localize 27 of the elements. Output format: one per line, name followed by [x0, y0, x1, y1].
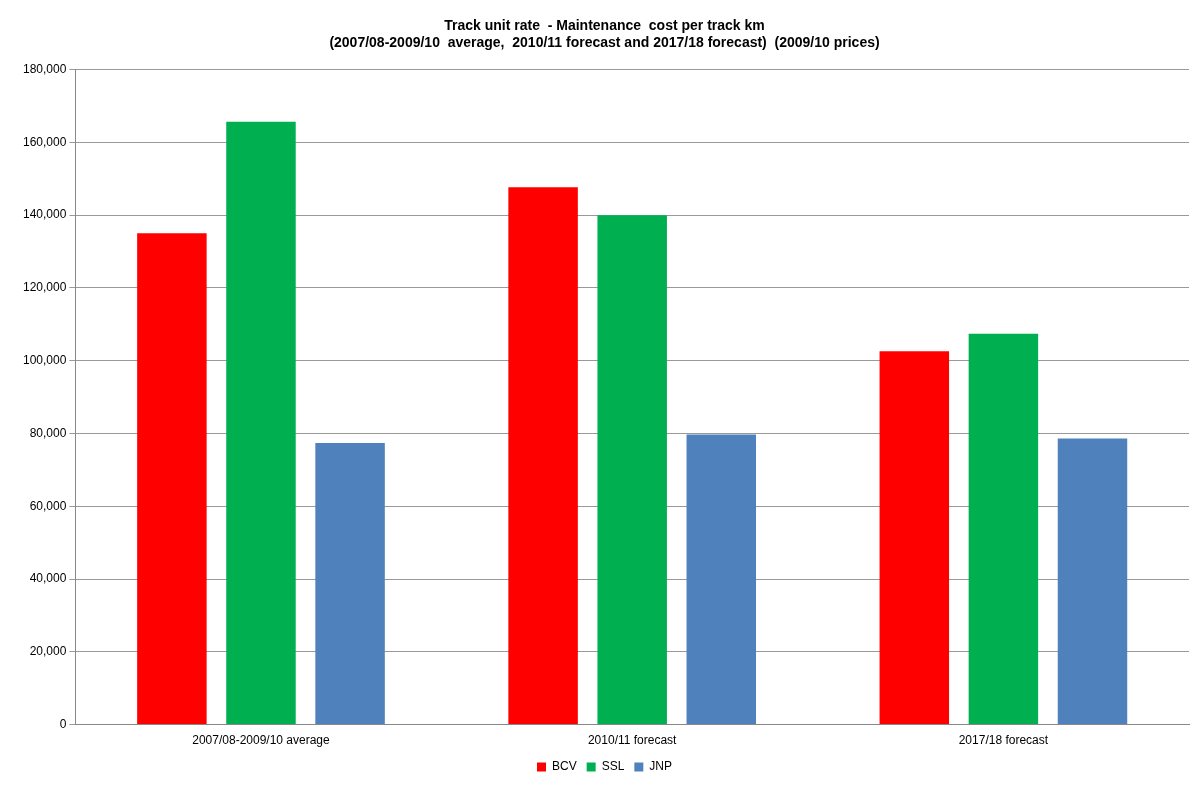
x-tick-label: 2017/18 forecast: [958, 733, 1049, 748]
y-tick-label: 20,000: [29, 644, 67, 659]
y-tick-label: 40,000: [29, 571, 67, 586]
bar: [226, 121, 296, 725]
y-tick-label: 160,000: [22, 134, 67, 149]
text: Track unit rate - Maintenance cost per track km: [444, 17, 765, 34]
y-tick-label: 140,000: [22, 207, 67, 222]
y-tick-label: 80,000: [29, 425, 67, 440]
y-tick-label: 0: [59, 716, 67, 731]
bar: [508, 187, 578, 725]
bar: [137, 233, 207, 725]
bar: [879, 351, 950, 725]
y-tick-label: 60,000: [29, 498, 67, 513]
legend-label: BCV: [551, 759, 577, 774]
y-tick-label: 180,000: [22, 61, 67, 76]
legend-label: JNP: [649, 759, 673, 774]
x-tick-label: 2010/11 forecast: [587, 733, 678, 748]
x-tick-label: 2007/08-2009/10 average: [192, 733, 331, 748]
y-tick-label: 120,000: [22, 280, 67, 295]
y-tick-label: 100,000: [22, 353, 67, 368]
text: (2007/08-2009/10 average, 2010/11 forecast and 2017/18 forecast) (2009/10 prices): [329, 34, 880, 51]
legend-label: SSL: [601, 759, 625, 774]
bar: [686, 434, 757, 725]
bar: [968, 333, 1039, 725]
bar: [315, 442, 385, 725]
bar: [597, 215, 667, 725]
bar: [1057, 438, 1128, 725]
